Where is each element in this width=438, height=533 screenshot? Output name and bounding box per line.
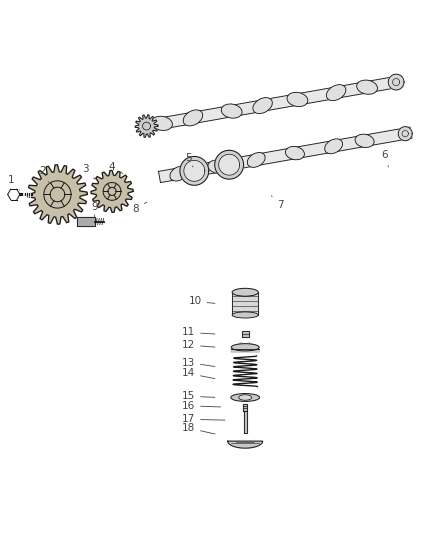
Polygon shape (77, 217, 95, 227)
Text: 12: 12 (182, 340, 215, 350)
Text: 17: 17 (182, 414, 225, 424)
Text: 14: 14 (182, 368, 215, 378)
Ellipse shape (232, 288, 258, 296)
Ellipse shape (325, 139, 343, 154)
Polygon shape (398, 127, 412, 141)
Polygon shape (231, 343, 259, 352)
Text: 7: 7 (272, 196, 283, 211)
Text: 5: 5 (185, 153, 193, 167)
Polygon shape (135, 115, 158, 138)
Ellipse shape (221, 104, 242, 118)
Text: 15: 15 (182, 391, 215, 401)
Text: 8: 8 (133, 202, 147, 214)
Text: 16: 16 (182, 401, 221, 411)
Polygon shape (388, 74, 404, 90)
Ellipse shape (152, 116, 173, 131)
Text: 13: 13 (182, 358, 215, 368)
Polygon shape (219, 154, 240, 175)
Polygon shape (242, 332, 249, 337)
Text: 3: 3 (82, 164, 95, 179)
Ellipse shape (247, 152, 265, 167)
Polygon shape (215, 150, 244, 179)
Polygon shape (244, 410, 247, 433)
Polygon shape (28, 165, 87, 224)
Text: 18: 18 (182, 423, 215, 434)
Text: 2: 2 (39, 166, 49, 182)
Ellipse shape (355, 134, 374, 148)
Ellipse shape (170, 166, 188, 181)
Text: 6: 6 (381, 150, 389, 167)
Ellipse shape (232, 312, 258, 318)
Polygon shape (91, 171, 133, 212)
Text: 1: 1 (8, 175, 20, 190)
Ellipse shape (286, 147, 304, 160)
Ellipse shape (326, 85, 346, 101)
Text: 11: 11 (182, 327, 215, 337)
Text: 4: 4 (109, 163, 123, 173)
Ellipse shape (231, 344, 259, 351)
Ellipse shape (287, 92, 308, 107)
Ellipse shape (183, 110, 203, 126)
Polygon shape (159, 127, 412, 183)
Ellipse shape (239, 395, 252, 400)
Ellipse shape (208, 160, 227, 173)
Polygon shape (228, 441, 263, 448)
Ellipse shape (357, 80, 378, 94)
Polygon shape (232, 292, 258, 315)
Text: 10: 10 (188, 296, 215, 306)
Text: 9: 9 (91, 202, 98, 217)
Polygon shape (180, 157, 209, 185)
Ellipse shape (231, 393, 260, 401)
Polygon shape (243, 403, 247, 410)
Polygon shape (184, 160, 205, 181)
Polygon shape (149, 76, 403, 131)
Ellipse shape (253, 98, 272, 114)
